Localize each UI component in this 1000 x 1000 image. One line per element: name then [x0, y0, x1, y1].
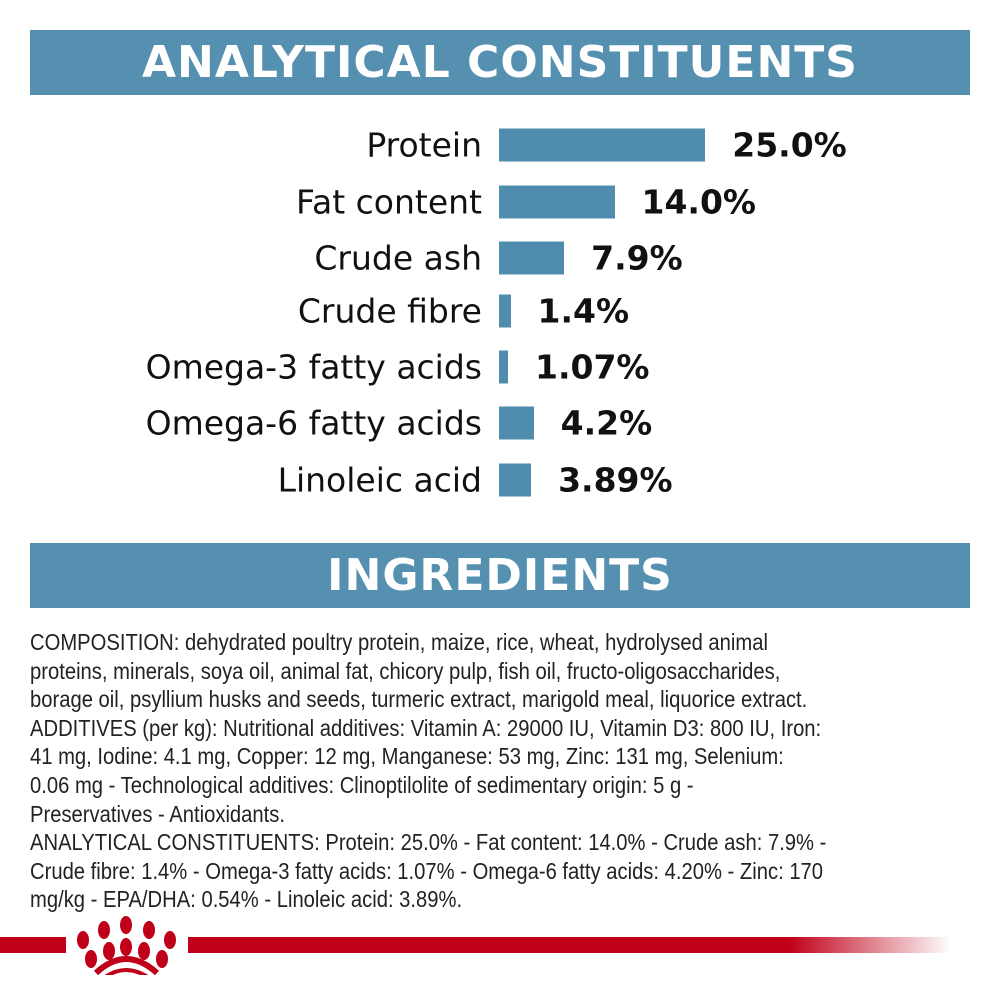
ingredients-line: proteins, minerals, soya oil, animal fat… — [30, 657, 781, 684]
ingredients-line: 0.06 mg - Technological additives: Clino… — [30, 771, 694, 798]
constituents-bar-chart: Protein 25.0% Fat content 14.0% Crude ash 7.9… — [0, 110, 1000, 520]
bar — [499, 406, 534, 440]
ingredients-line: mg/kg - EPA/DHA: 0.54% - Linoleic acid: … — [30, 886, 463, 913]
bar-value-label: 1.4% — [537, 291, 630, 331]
ingredients-line: COMPOSITION: dehydrated poultry protein,… — [30, 629, 768, 655]
bar-label: Crude fibre — [297, 291, 482, 331]
ingredients-line: ANALYTICAL CONSTITUENTS: Protein: 25.0% … — [30, 829, 827, 856]
section-title: INGREDIENTS — [327, 550, 673, 601]
bar — [499, 350, 508, 384]
bar-value-label: 25.0% — [732, 125, 847, 165]
analytical-constituents-header: ANALYTICAL CONSTITUENTS — [30, 30, 970, 95]
ingredients-line: Preservatives - Antioxidants. — [30, 800, 285, 827]
bar-label: Protein — [366, 125, 482, 165]
bar-value-label: 4.2% — [560, 403, 653, 443]
bar — [499, 185, 615, 219]
bar-label: Crude ash — [314, 238, 482, 278]
bar-value-label: 14.0% — [641, 182, 757, 222]
bar-label: Omega-3 fatty acids — [145, 347, 482, 387]
section-title: ANALYTICAL CONSTITUENTS — [142, 37, 858, 88]
bar-label: Omega-6 fatty acids — [145, 403, 482, 443]
bar — [499, 294, 511, 328]
bar — [499, 241, 565, 275]
bar-value-label: 7.9% — [591, 238, 683, 278]
bar — [499, 463, 532, 497]
ingredients-line: ADDITIVES (per kg): Nutritional additive… — [30, 714, 822, 741]
royal-canin-crown-logo-icon — [0, 916, 1000, 975]
ingredients-header: INGREDIENTS — [30, 543, 970, 608]
bar — [499, 128, 706, 162]
bar-label: Linoleic acid — [277, 460, 482, 500]
ingredients-text: COMPOSITION: dehydrated poultry protein,… — [30, 628, 942, 914]
ingredients-line: borage oil, psyllium husks and seeds, tu… — [30, 686, 808, 713]
ingredients-line: 41 mg, Iodine: 4.1 mg, Copper: 12 mg, Ma… — [30, 743, 784, 770]
ingredients-line: Crude fibre: 1.4% - Omega-3 fatty acids:… — [30, 857, 824, 884]
bar-value-label: 3.89% — [558, 460, 673, 500]
bar-label: Fat content — [296, 182, 482, 222]
bar-value-label: 1.07% — [535, 347, 650, 387]
